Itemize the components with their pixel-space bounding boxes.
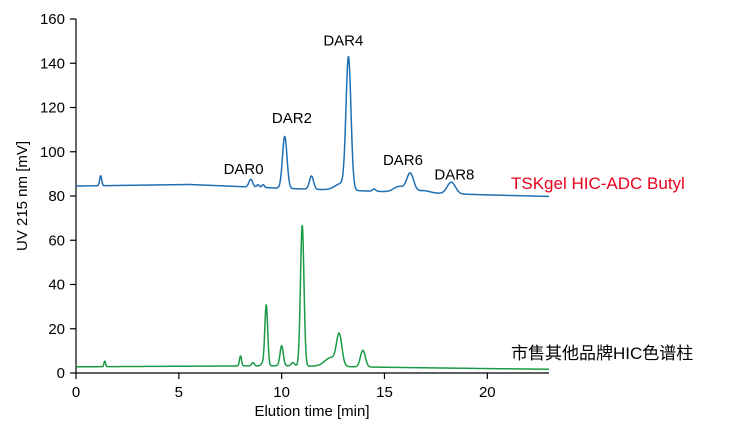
peak-label-dar2: DAR2 [272, 110, 312, 127]
y-tick-label-80: 80 [48, 188, 65, 205]
axes: 0 20 40 60 80 100 120 140 160 0 5 10 15 20 [40, 11, 549, 401]
y-tick-label-40: 40 [48, 277, 65, 294]
series-label-other-brand: 市售其他品牌HIC色谱柱 [511, 344, 693, 363]
traces [75, 55, 550, 370]
x-tick-label-5: 5 [175, 384, 183, 401]
y-tick-label-100: 100 [40, 144, 65, 161]
trace-tskgel [75, 55, 550, 198]
peak-label-dar4: DAR4 [323, 33, 363, 50]
y-ticks: 0 20 40 60 80 100 120 140 160 [40, 11, 76, 382]
peak-label-dar8: DAR8 [434, 166, 474, 183]
y-tick-label-140: 140 [40, 55, 65, 72]
x-axis-title: Elution time [min] [254, 403, 369, 420]
x-tick-label-0: 0 [72, 384, 80, 401]
x-ticks: 0 5 10 15 20 [72, 373, 496, 401]
y-tick-label-120: 120 [40, 100, 65, 117]
series-label-tskgel: TSKgel HIC-ADC Butyl [511, 174, 685, 193]
y-tick-label-20: 20 [48, 321, 65, 338]
trace-other-brand [75, 224, 550, 370]
x-tick-label-10: 10 [273, 384, 290, 401]
peak-label-dar6: DAR6 [383, 152, 423, 169]
x-tick-label-15: 15 [376, 384, 393, 401]
y-tick-label-0: 0 [57, 365, 65, 382]
peak-annotations: DAR0 DAR2 DAR4 DAR6 DAR8 [224, 33, 475, 184]
y-tick-label-160: 160 [40, 11, 65, 28]
y-axis-title: UV 215 nm [mV] [14, 141, 31, 251]
peak-label-dar0: DAR0 [224, 161, 264, 178]
y-tick-label-60: 60 [48, 232, 65, 249]
x-tick-label-20: 20 [479, 384, 496, 401]
